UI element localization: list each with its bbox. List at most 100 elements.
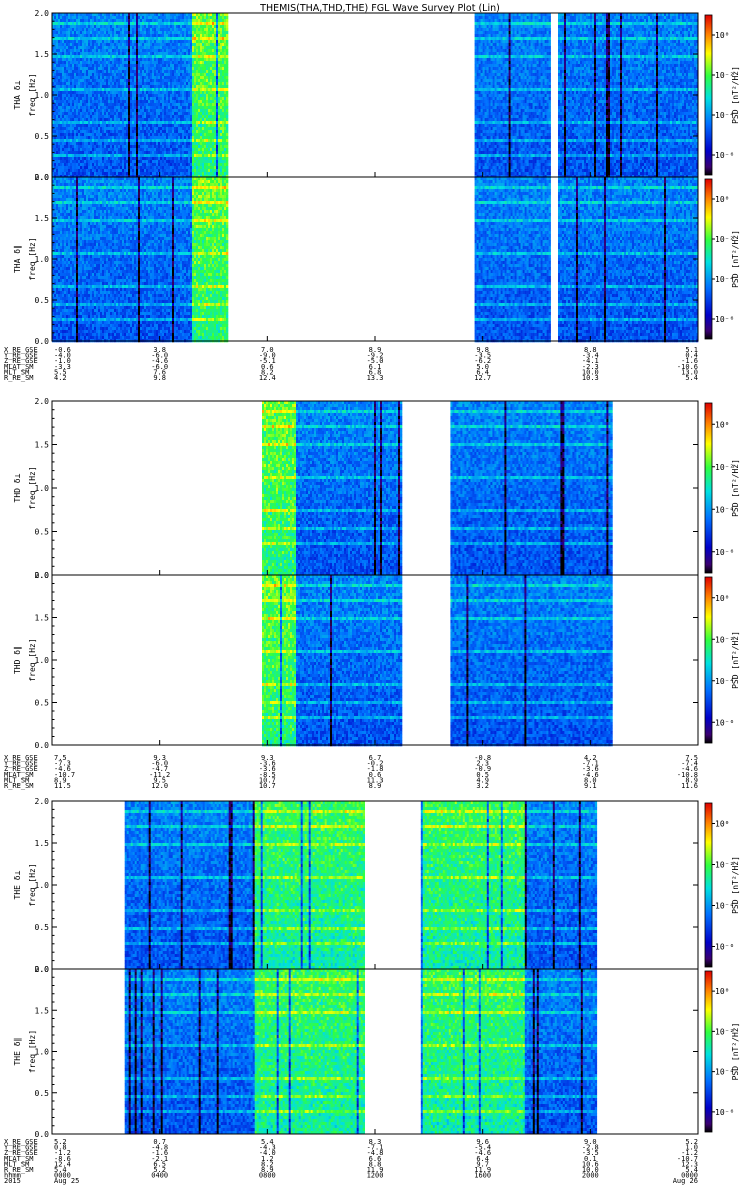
y-tick-label: 1.5 <box>35 50 50 59</box>
y-tick-label: 0.5 <box>35 1089 50 1098</box>
colorbar-tick-label: 10⁰ <box>715 31 729 40</box>
ephemeris-value: 10.3 <box>582 374 599 382</box>
colorbar-tick-label: 10⁰ <box>715 820 729 829</box>
panel-label: THD δ⊥ <box>13 473 22 502</box>
ephemeris-value: 3.2 <box>476 782 489 790</box>
y-tick-label: 1.5 <box>35 614 50 623</box>
y-tick-label: 0.5 <box>35 923 50 932</box>
time-tick-label: 0800 <box>259 1172 276 1180</box>
y-axis-label: freq [Hz] <box>28 466 37 509</box>
y-tick-label: 0.5 <box>35 699 50 708</box>
spectrogram-segment <box>421 801 597 969</box>
ephemeris-value: 9.8 <box>153 374 166 382</box>
spectrogram-segment <box>262 575 402 746</box>
colorbar-tick-label: 10⁰ <box>715 195 729 204</box>
ephemeris-tha: X_RE_GSE -0.6 3.8 7.0 8.9 9.8 8.8 5.1Y_RE_GSE -4… <box>4 346 698 382</box>
ephemeris-value: 12.7 <box>474 374 491 382</box>
ephemeris-value: 12.0 <box>151 782 168 790</box>
y-axis-label: freq [Hz] <box>28 638 37 681</box>
colorbar-label: PSD [nT²/Hz] <box>731 230 740 288</box>
y-tick-label: 1.5 <box>35 441 50 450</box>
y-tick-label: 0.5 <box>35 132 50 141</box>
time-tick-label: 1600 <box>474 1172 491 1180</box>
colorbar-tick-label: 10⁰ <box>715 987 729 996</box>
colorbar-tick-label: 10⁻⁶ <box>715 1108 734 1117</box>
y-tick-label: 2.0 <box>35 9 50 18</box>
year-label: 2015 <box>4 1177 21 1185</box>
panel-label: THA δ∥ <box>13 245 22 273</box>
end-date-label: Aug 26 <box>673 1177 698 1185</box>
colorbar-label: PSD [nT²/Hz] <box>731 459 740 517</box>
spectrogram-segment <box>421 969 597 1134</box>
y-tick-label: 2.0 <box>35 571 50 580</box>
colorbar-label: PSD [nT²/Hz] <box>731 631 740 689</box>
colorbar <box>705 179 712 339</box>
spectrogram-segment <box>125 969 365 1134</box>
ephemeris-value: 11.5 <box>54 782 71 790</box>
y-axis-label: freq [Hz] <box>28 73 37 116</box>
y-tick-label: 0.0 <box>35 741 50 750</box>
colorbar-tick-label: 10⁰ <box>715 594 729 603</box>
ephemeris-value: 13.3 <box>367 374 384 382</box>
spectrogram-segment <box>475 13 551 178</box>
colorbar <box>705 403 712 573</box>
y-tick-label: 2.0 <box>35 965 50 974</box>
panel-label: THA δ⊥ <box>13 80 22 109</box>
colorbar <box>705 971 712 1132</box>
y-tick-label: 0.5 <box>35 296 50 305</box>
ephemeris-the: X_RE_GSE 5.2 0.7 5.4 8.3 9.6 9.0 5.2Y_RE_GSE 0.8… <box>4 1138 698 1174</box>
colorbar <box>705 803 712 967</box>
spectrogram-segment <box>450 401 612 575</box>
colorbar-tick-label: 10⁻⁶ <box>715 315 734 324</box>
ephemeris-value: 8.9 <box>369 782 382 790</box>
ephemeris-value: 11.6 <box>681 782 698 790</box>
spectrogram-segment <box>125 801 365 969</box>
ephemeris-value: 9.1 <box>584 782 597 790</box>
y-axis-label: freq [Hz] <box>28 237 37 280</box>
panel-label: THE δ⊥ <box>13 870 22 899</box>
ephemeris-value: 10.7 <box>259 782 276 790</box>
spectrogram-segment <box>262 401 402 575</box>
colorbar-label: PSD [nT²/Hz] <box>731 1023 740 1081</box>
ephemeris-value: 12.4 <box>259 374 276 382</box>
y-tick-label: 1.5 <box>35 214 50 223</box>
ephemeris-row-label: R_RE_SM <box>4 782 34 790</box>
colorbar <box>705 577 712 743</box>
colorbar-tick-label: 10⁻⁶ <box>715 718 734 727</box>
ephemeris-thd: X_RE_GSE 7.5 9.3 9.3 6.7 -0.8 4.2 7.5Y_RE_GSE -7… <box>4 754 698 790</box>
y-axis-label: freq [Hz] <box>28 863 37 906</box>
colorbar-tick-label: 10⁰ <box>715 420 729 429</box>
colorbar-tick-label: 10⁻⁶ <box>715 943 734 952</box>
y-tick-label: 0.5 <box>35 528 50 537</box>
time-tick-label: 1200 <box>367 1172 384 1180</box>
y-tick-label: 1.5 <box>35 839 50 848</box>
colorbar-tick-label: 10⁻⁶ <box>715 151 734 160</box>
y-tick-label: 1.5 <box>35 1006 50 1015</box>
spectrogram-segment <box>475 177 551 342</box>
y-tick-label: 2.0 <box>35 173 50 182</box>
spectrogram-segment <box>52 177 228 342</box>
chart-title: THEMIS(THA,THD,THE) FGL Wave Survey Plot… <box>259 3 500 14</box>
spectrogram-segment <box>558 13 698 178</box>
panel-label: THE δ∥ <box>13 1037 22 1065</box>
spectrogram-segment <box>558 177 698 342</box>
time-tick-label: 2000 <box>582 1172 599 1180</box>
y-tick-label: 0.0 <box>35 337 50 346</box>
spectrogram-segment <box>52 13 228 178</box>
ephemeris-value: 4.2 <box>54 374 67 382</box>
y-axis-label: freq [Hz] <box>28 1030 37 1073</box>
wave-survey-figure: THEMIS(THA,THD,THE) FGL Wave Survey Plot… <box>0 0 750 1200</box>
spectrogram-segment <box>450 575 612 746</box>
colorbar-label: PSD [nT²/Hz] <box>731 856 740 914</box>
y-tick-label: 2.0 <box>35 797 50 806</box>
colorbar <box>705 15 712 175</box>
colorbar-label: PSD [nT²/Hz] <box>731 66 740 124</box>
